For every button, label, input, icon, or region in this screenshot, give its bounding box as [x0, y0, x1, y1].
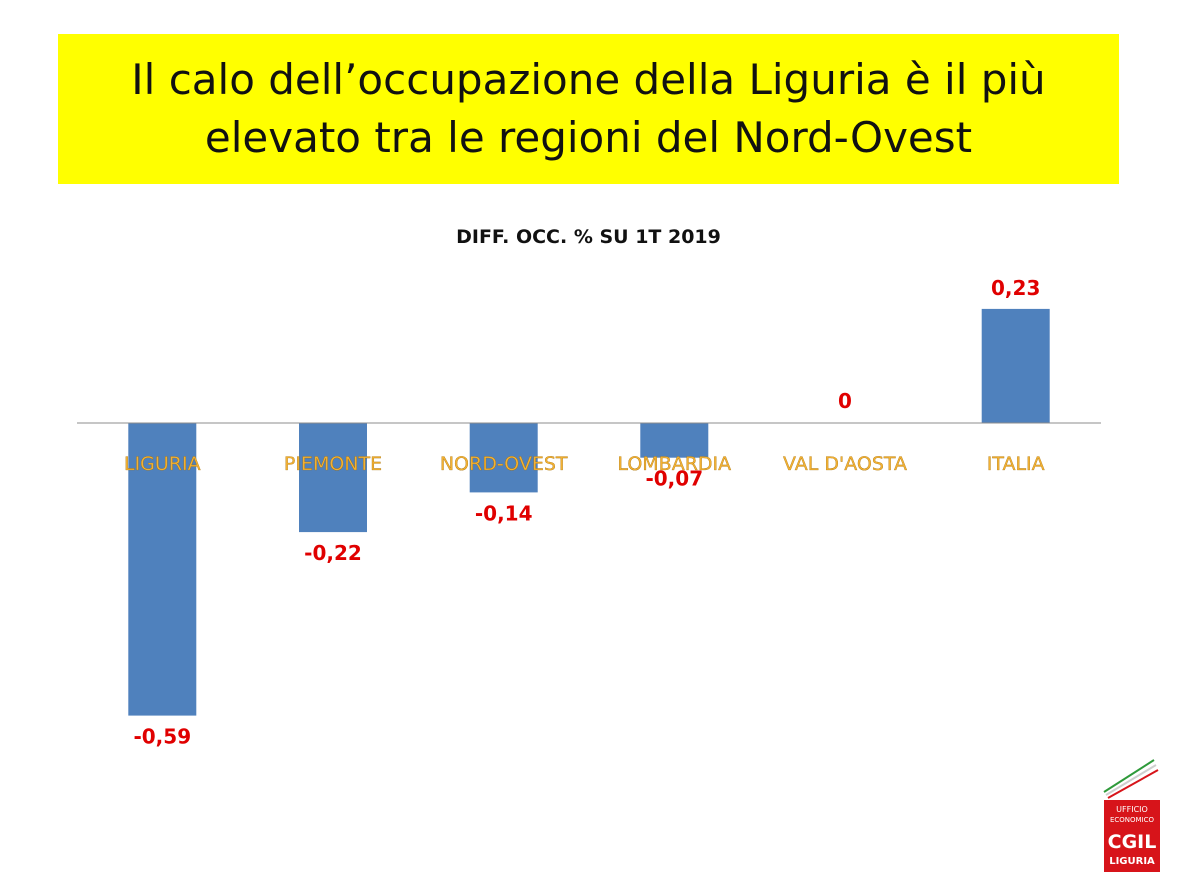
value-label-5: 0,23 [991, 276, 1040, 300]
category-label-5: ITALIA [987, 453, 1045, 475]
category-label-1: PIEMONTE [284, 453, 382, 475]
logo-stripe-red [1107, 769, 1159, 799]
category-label-0: LIGURIA [124, 453, 201, 475]
bars-layer [128, 308, 1050, 716]
value-label-0: -0,59 [133, 725, 191, 749]
bar-5 [981, 308, 1050, 423]
logo-line1: UFFICIO [1116, 805, 1148, 814]
chart-title: DIFF. OCC. % SU 1T 2019 [456, 226, 721, 248]
bar-1 [299, 423, 367, 533]
value-label-1: -0,22 [304, 541, 362, 565]
title-banner: Il calo dell’occupazione della Liguria è… [58, 34, 1119, 184]
category-label-3: LOMBARDIA [617, 453, 731, 475]
logo-stripe-green [1103, 759, 1155, 793]
bar-0 [128, 423, 197, 716]
cgil-logo: UFFICIO ECONOMICO CGIL LIGURIA [1103, 759, 1160, 872]
logo-block [1104, 800, 1160, 872]
category-label-4: VAL D'AOSTA [783, 453, 907, 475]
logo-brand: CGIL [1108, 831, 1157, 853]
slide-title: Il calo dell’occupazione della Liguria è… [131, 55, 1046, 162]
logo-line2: ECONOMICO [1110, 816, 1155, 824]
category-label-2: NORD-OVEST [440, 453, 568, 475]
logo-region: LIGURIA [1109, 856, 1155, 867]
value-label-2: -0,14 [475, 501, 533, 525]
bar-3 [640, 423, 709, 458]
bar-2 [469, 423, 538, 493]
logo-stripe-white [1105, 764, 1157, 796]
value-label-3: -0,07 [645, 467, 703, 491]
value-label-4: 0 [838, 389, 852, 413]
labels-layer: -0,59 LIGURIA -0,22 PIEMONTE -0,14 NORD-OVEST… [124, 276, 1045, 749]
